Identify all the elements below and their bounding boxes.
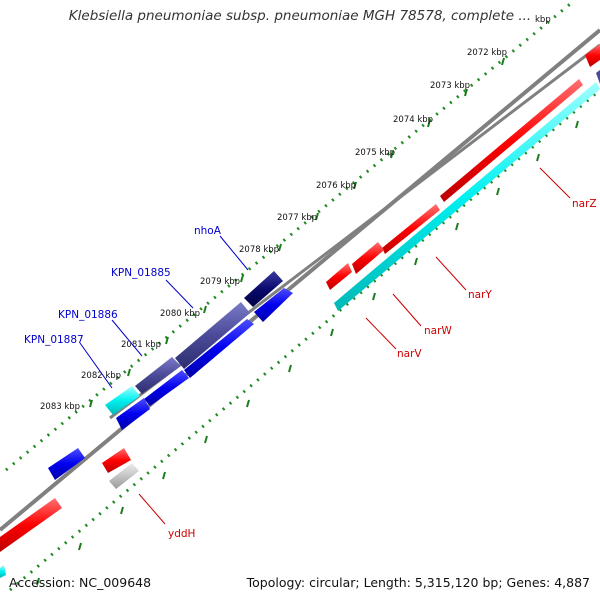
- leader-KPN_01887: [79, 342, 113, 389]
- tick-mark: [36, 577, 40, 586]
- gene-feature-cyan-edge[interactable]: [0, 565, 6, 578]
- tick-mark: [536, 153, 540, 162]
- ruler-outer-line: [5, 0, 576, 472]
- accession-text: Accession: NC_009648: [9, 575, 152, 590]
- tick-mark: [390, 150, 394, 159]
- tick-mark: [414, 257, 418, 266]
- ruler-tick-label: 2079 kbp: [200, 277, 240, 287]
- tick-mark: [278, 243, 282, 252]
- tick-mark: [496, 187, 500, 196]
- gene-feature-yddH[interactable]: [102, 448, 131, 473]
- tick-mark: [372, 292, 376, 301]
- leader-KPN_01885: [165, 279, 194, 309]
- gene-feature-blue-2[interactable]: [184, 319, 254, 378]
- tick-mark: [330, 328, 334, 337]
- ruler-tick-label-partial: kbp: [535, 15, 551, 25]
- tick-mark: [455, 222, 459, 231]
- gene-label-narW[interactable]: narW: [424, 325, 452, 337]
- tick-mark: [203, 305, 207, 314]
- genome-backbone: [0, 28, 600, 532]
- gene-feature-edge-red[interactable]: [585, 44, 600, 67]
- ruler-tick-label: 2078 kbp: [239, 245, 279, 255]
- ruler-inner-dots: [9, 88, 600, 592]
- leader-nhoA: [219, 235, 249, 271]
- tick-mark: [575, 120, 579, 129]
- gene-feature-KPN_01886[interactable]: [135, 357, 181, 394]
- ruler-tick-label: 2075 kbp: [355, 148, 395, 158]
- gene-features[interactable]: [0, 44, 600, 578]
- tick-mark: [127, 368, 131, 377]
- tick-mark: [427, 119, 431, 128]
- leader-narV: [365, 317, 397, 350]
- ruler-tick-label: 2080 kbp: [160, 309, 200, 319]
- tick-mark: [246, 399, 250, 408]
- gene-label-narY[interactable]: narY: [468, 289, 492, 301]
- gene-feature-KPN_01885[interactable]: [175, 302, 250, 369]
- ruler-tick-label: 2081 kbp: [121, 340, 161, 350]
- genome-summary-text: Topology: circular; Length: 5,315,120 bp…: [246, 575, 590, 590]
- gene-feature-cyan-long[interactable]: [334, 82, 600, 311]
- gene-feature-blue-5[interactable]: [48, 448, 85, 480]
- gene-feature-nhoA[interactable]: [244, 271, 283, 307]
- map-title: Klebsiella pneumoniae subsp. pneumoniae …: [68, 8, 532, 24]
- gene-label-nhoA[interactable]: nhoA: [194, 225, 222, 237]
- ruler-tick-label: 2073 kbp: [430, 81, 470, 91]
- gene-label-KPN_01887[interactable]: KPN_01887: [24, 334, 84, 346]
- ruler-tick-label: 2072 kbp: [467, 48, 507, 58]
- tick-mark: [315, 212, 319, 221]
- gene-label-narV[interactable]: narV: [397, 348, 422, 360]
- gene-label-narZ[interactable]: narZ: [572, 198, 597, 210]
- tick-mark: [501, 57, 505, 66]
- leader-narW: [392, 293, 422, 327]
- gene-labels: nhoA KPN_01885 KPN_01886 KPN_01887 narZ …: [24, 198, 597, 540]
- ruler-tick-label: 2077 kbp: [277, 213, 317, 223]
- gene-label-yddH[interactable]: yddH: [168, 528, 195, 540]
- gene-feature-narV[interactable]: [326, 263, 352, 290]
- tick-mark: [78, 542, 82, 551]
- tick-mark: [240, 274, 244, 283]
- ruler-tick-label: 2082 kbp: [81, 371, 121, 381]
- tick-mark: [120, 506, 124, 515]
- gene-feature-left-red[interactable]: [0, 498, 62, 552]
- leader-narY: [435, 256, 467, 291]
- gene-feature-grey[interactable]: [109, 463, 139, 489]
- tick-mark: [162, 471, 166, 480]
- tick-mark: [165, 336, 169, 345]
- gene-feature-blue-4[interactable]: [116, 398, 150, 430]
- leader-yddH: [138, 493, 166, 525]
- gene-feature-narZ[interactable]: [440, 79, 583, 202]
- gene-feature-edge-slate[interactable]: [596, 70, 600, 84]
- ruler-tick-label: 2074 kbp: [393, 115, 433, 125]
- gene-label-KPN_01885[interactable]: KPN_01885: [111, 267, 171, 279]
- ruler-tick-label: 2083 kbp: [40, 402, 80, 412]
- gene-feature-narW[interactable]: [352, 242, 384, 274]
- tick-mark: [288, 364, 292, 373]
- ruler-tick-label: 2076 kbp: [316, 181, 356, 191]
- gene-feature-blue-3[interactable]: [144, 370, 189, 406]
- ruler-tick-labels: kbp 2072 kbp 2073 kbp 2074 kbp 2075 kbp …: [40, 15, 551, 412]
- ruler-inner-line: [9, 88, 600, 592]
- leader-KPN_01886: [111, 319, 143, 357]
- gene-feature-KPN_01887[interactable]: [105, 386, 140, 415]
- ruler-outer-dots: [5, 0, 576, 472]
- gene-label-KPN_01886[interactable]: KPN_01886: [58, 309, 118, 321]
- gene-feature-blue-1[interactable]: [254, 288, 293, 322]
- backbone-line-outer: [0, 28, 600, 532]
- leader-narZ: [539, 167, 571, 199]
- gene-feature-narY[interactable]: [382, 204, 440, 254]
- tick-mark: [89, 399, 93, 408]
- tick-mark: [464, 88, 468, 97]
- ruler-tick-marks: [36, 57, 579, 586]
- tick-mark: [204, 435, 208, 444]
- tick-mark: [353, 181, 357, 190]
- label-leader-lines: [79, 167, 571, 525]
